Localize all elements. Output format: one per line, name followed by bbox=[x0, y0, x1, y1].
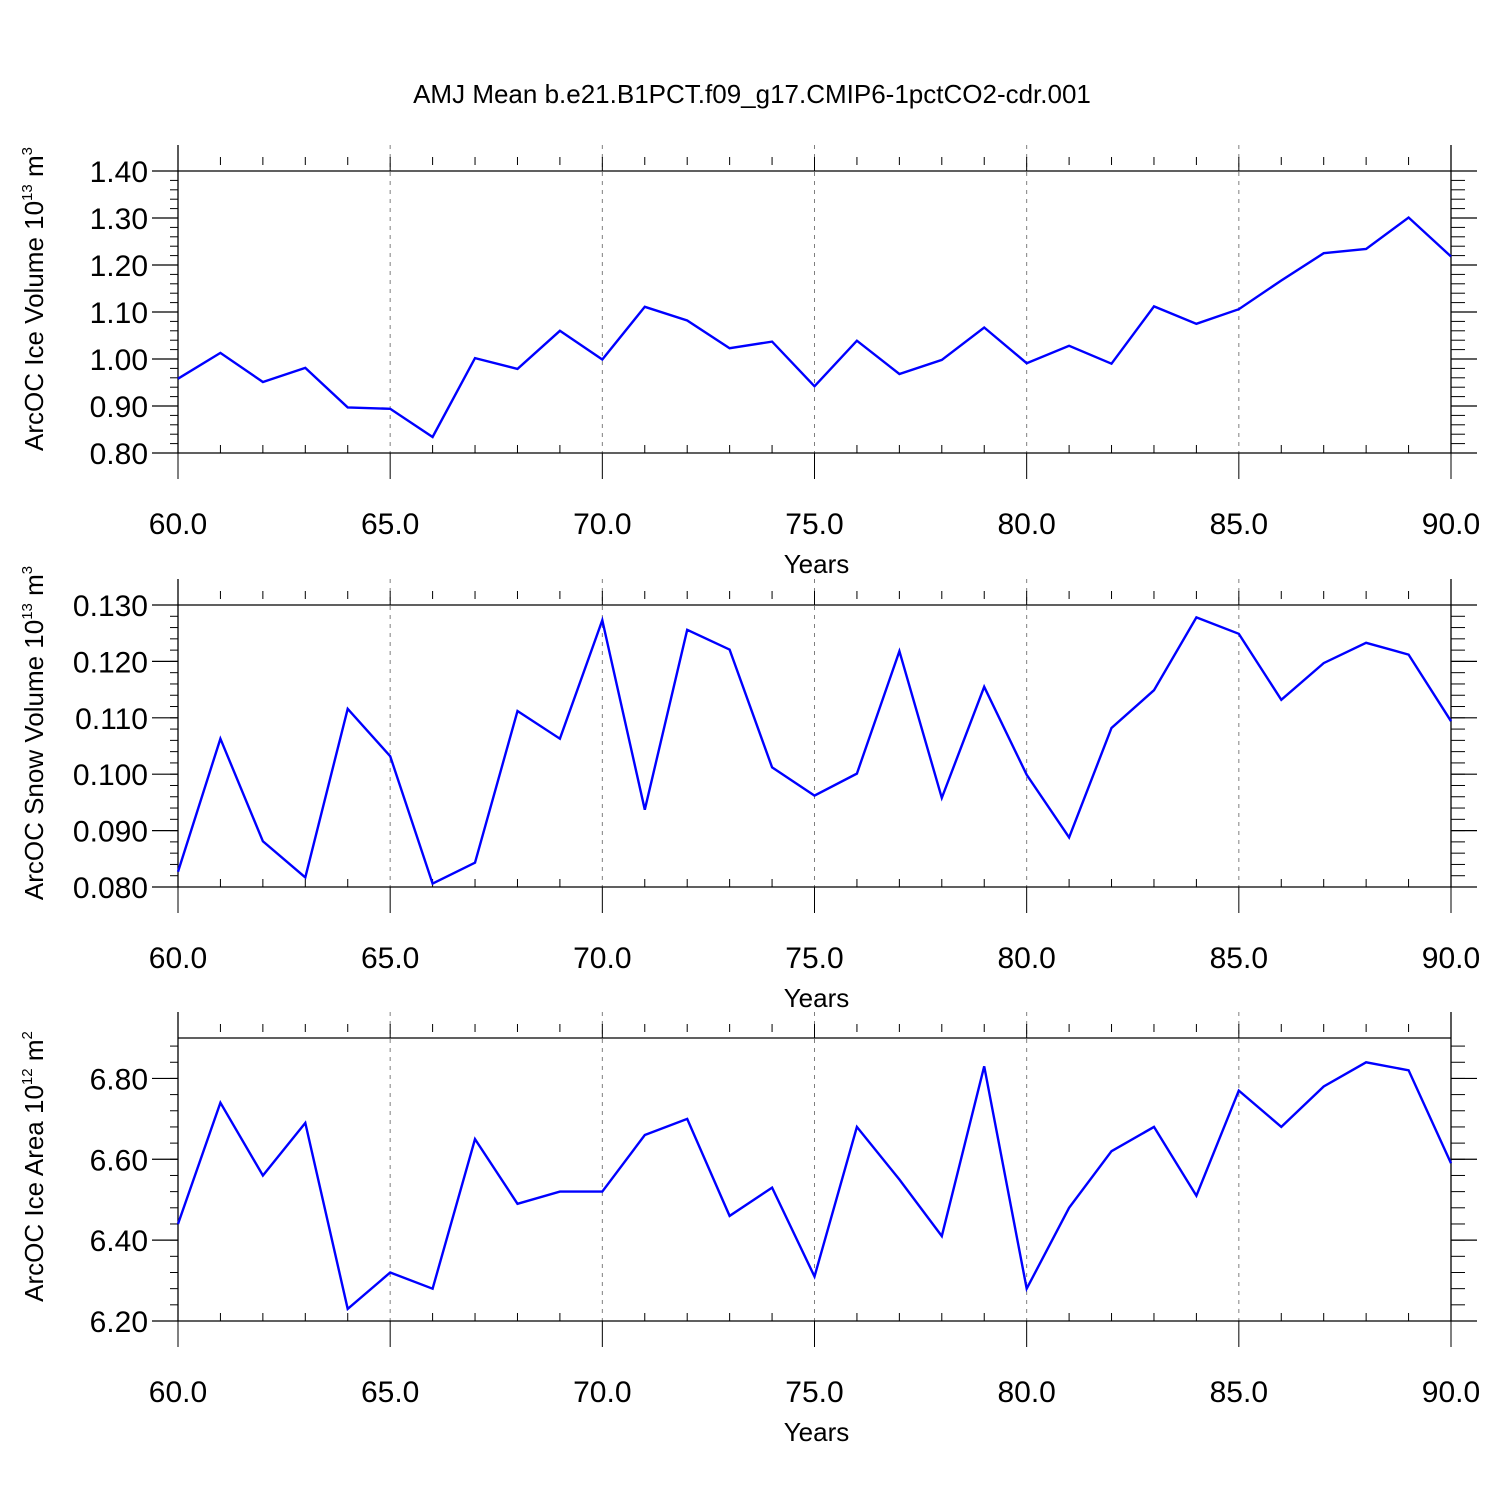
y-axis-label: ArcOC Ice Volume 1013 m3 bbox=[19, 147, 49, 451]
y-axis-label: ArcOC Snow Volume 1013 m3 bbox=[19, 566, 49, 900]
x-tick-label: 85.0 bbox=[1210, 1376, 1268, 1409]
x-axis-label: Years bbox=[784, 1417, 850, 1447]
ice-volume-panel: 0.80 0.90 1.00 1.10 1.20 1.30 1.40 60.0 65.0 70.0… bbox=[19, 145, 1480, 579]
snow-volume-panel: 0.080 0.090 0.100 0.110 0.120 0.130 60.0 65.0 70… bbox=[19, 566, 1480, 1013]
x-tick-label: 70.0 bbox=[573, 1376, 631, 1409]
y-tick-label: 1.40 bbox=[90, 156, 148, 189]
y-tick-label: 0.110 bbox=[75, 703, 148, 736]
y-axis-label: ArcOC Ice Area 1012 m2 bbox=[19, 1031, 49, 1302]
x-tick-label: 60.0 bbox=[149, 942, 207, 975]
y-tick-label: 0.80 bbox=[90, 438, 148, 471]
y-tick-label: 0.90 bbox=[90, 391, 148, 424]
ice-volume-series-line bbox=[177, 215, 1452, 439]
ice-area-panel: 6.20 6.40 6.60 6.80 60.0 65.0 70.0 75.0 80.0 85.0… bbox=[19, 1012, 1480, 1447]
y-tick-label: 6.20 bbox=[90, 1306, 148, 1339]
x-axis-label: Years bbox=[784, 983, 850, 1013]
x-tick-label: 70.0 bbox=[573, 508, 631, 541]
y-axis-label-exponent: 12 bbox=[19, 1068, 36, 1085]
x-tick-label: 80.0 bbox=[997, 1376, 1055, 1409]
y-axis-label-unit: m bbox=[19, 1040, 49, 1069]
x-tick-label: 75.0 bbox=[785, 942, 843, 975]
y-axis-label-exponent: 13 bbox=[19, 603, 36, 620]
y-axis-label-unit: m bbox=[19, 155, 49, 184]
x-tick-label: 90.0 bbox=[1422, 1376, 1480, 1409]
x-tick-label: 70.0 bbox=[573, 942, 631, 975]
y-axis-label-unit-exponent: 3 bbox=[19, 566, 36, 574]
x-tick-label: 80.0 bbox=[997, 942, 1055, 975]
y-tick-label: 0.100 bbox=[73, 759, 148, 792]
y-tick-label: 6.80 bbox=[90, 1063, 148, 1096]
x-tick-label: 65.0 bbox=[361, 1376, 419, 1409]
y-tick-label: 1.30 bbox=[90, 203, 148, 236]
y-tick-label: 1.20 bbox=[90, 250, 148, 283]
y-axis-label-unit-exponent: 2 bbox=[19, 1031, 36, 1039]
x-tick-label: 85.0 bbox=[1210, 942, 1268, 975]
x-tick-label: 75.0 bbox=[785, 508, 843, 541]
y-tick-label: 1.10 bbox=[90, 297, 148, 330]
y-axis-label-unit: m bbox=[19, 574, 49, 603]
y-tick-label: 6.60 bbox=[90, 1144, 148, 1177]
y-tick-label: 0.120 bbox=[73, 646, 148, 679]
x-tick-label: 80.0 bbox=[997, 508, 1055, 541]
x-tick-label: 85.0 bbox=[1210, 508, 1268, 541]
y-axis-label-unit-exponent: 3 bbox=[19, 147, 36, 155]
y-tick-label: 0.130 bbox=[73, 590, 148, 623]
y-tick-label: 0.080 bbox=[73, 872, 148, 905]
y-axis-label-exponent: 13 bbox=[19, 184, 36, 201]
x-tick-label: 65.0 bbox=[361, 508, 419, 541]
y-tick-label: 0.090 bbox=[73, 816, 148, 849]
x-tick-label: 75.0 bbox=[785, 1376, 843, 1409]
y-axis-label-prefix: ArcOC Ice Area 10 bbox=[19, 1085, 49, 1302]
x-tick-label: 65.0 bbox=[361, 942, 419, 975]
x-axis-label: Years bbox=[784, 549, 850, 579]
x-tick-label: 90.0 bbox=[1422, 508, 1480, 541]
snow-volume-series-line bbox=[176, 615, 1453, 886]
y-tick-label: 1.00 bbox=[90, 344, 148, 377]
x-tick-label: 60.0 bbox=[149, 1376, 207, 1409]
x-tick-label: 60.0 bbox=[149, 508, 207, 541]
y-tick-label: 6.40 bbox=[90, 1225, 148, 1258]
chart-title: AMJ Mean b.e21.B1PCT.f09_g17.CMIP6-1pctC… bbox=[413, 79, 1091, 109]
y-axis-label-prefix: ArcOC Ice Volume 10 bbox=[19, 201, 49, 451]
y-axis-label-prefix: ArcOC Snow Volume 10 bbox=[19, 620, 49, 900]
ice-area-series-line bbox=[176, 1061, 1453, 1312]
x-tick-label: 90.0 bbox=[1422, 942, 1480, 975]
